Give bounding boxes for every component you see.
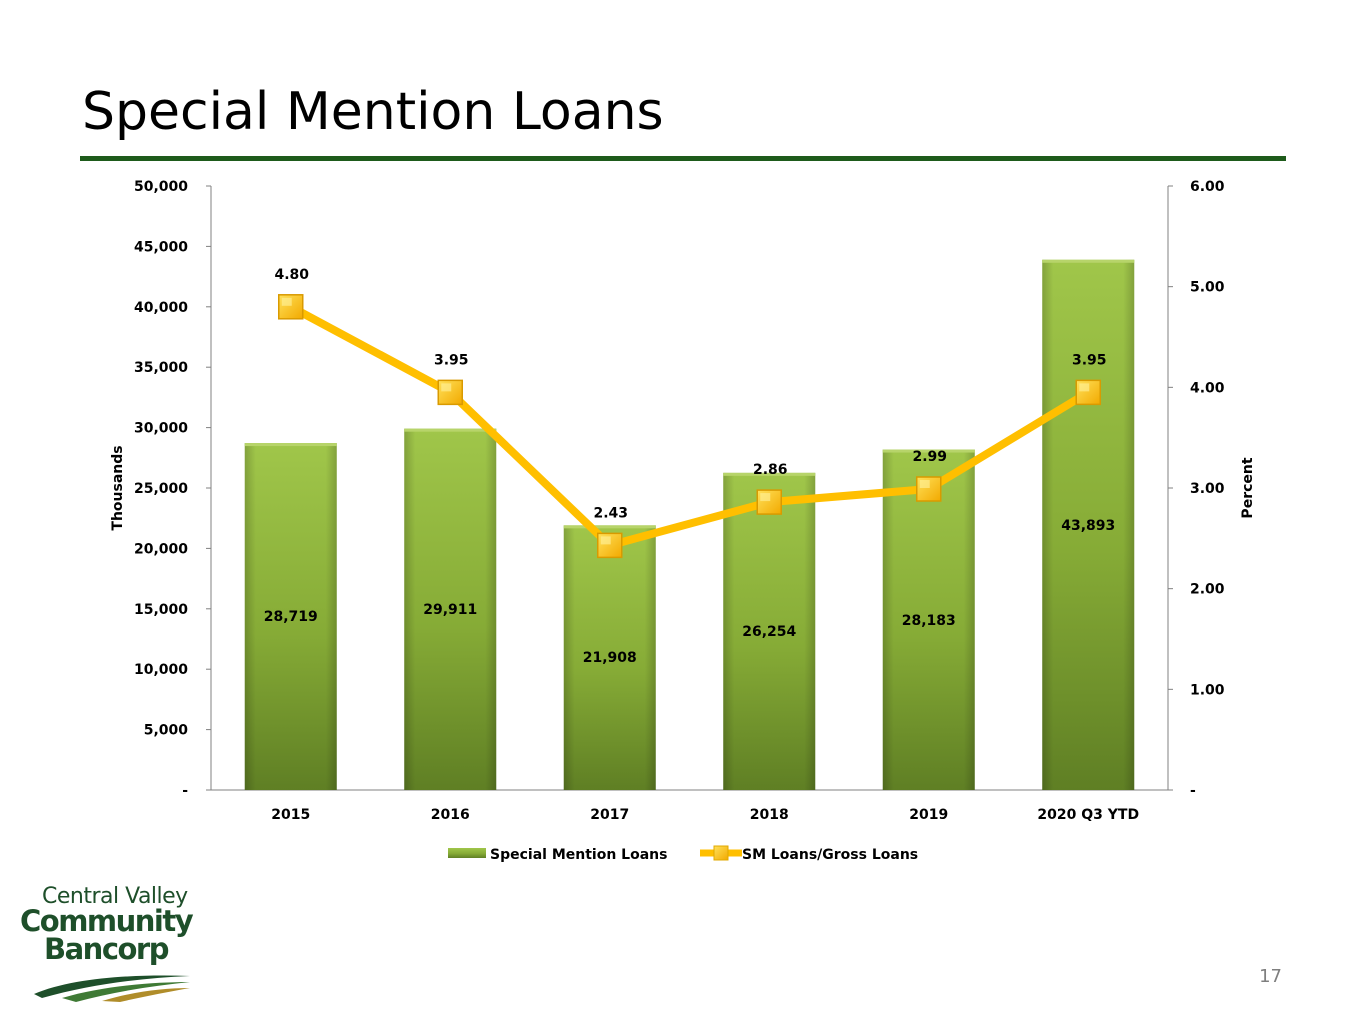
right-tick-label: 3.00: [1190, 481, 1225, 497]
y-axis-title: Thousands: [110, 445, 126, 530]
line-value-label: 3.95: [434, 352, 469, 368]
left-tick-label: 20,000: [134, 541, 188, 557]
bar-shade: [882, 449, 975, 790]
right-tick-label: -: [1190, 783, 1196, 799]
bar-top-highlight: [723, 472, 816, 476]
left-axis-ticks: - 5,000 10,000 15,000 20,000 25,000 30,000 35,0…: [134, 179, 211, 799]
bar-shade: [404, 428, 497, 790]
left-tick-label: 25,000: [134, 481, 188, 497]
bar-series: [244, 259, 1135, 790]
right-tick-label: 4.00: [1190, 380, 1225, 396]
combo-chart: - 5,000 10,000 15,000 20,000 25,000 30,000 35,0…: [110, 179, 1256, 863]
right-tick-label: 1.00: [1190, 682, 1225, 698]
right-axis-ticks: - 1.00 2.00 3.00 4.00 5.00 6.00: [1168, 179, 1225, 799]
x-tick-label: 2018: [750, 807, 789, 823]
x-tick-label: 2020 Q3 YTD: [1037, 807, 1139, 823]
bar-shade: [1042, 259, 1135, 790]
bar-value-label: 29,911: [423, 602, 477, 618]
bar-value-label: 26,254: [742, 624, 796, 640]
logo-text-line2: Community: [20, 904, 194, 938]
legend-marker-swatch: [713, 845, 729, 861]
right-tick-label: 6.00: [1190, 179, 1225, 195]
bar-top-highlight: [1042, 259, 1135, 263]
left-tick-label: 10,000: [134, 662, 188, 678]
right-tick-label: 2.00: [1190, 582, 1225, 598]
marker-highlight: [1079, 383, 1090, 392]
line-value-label: 4.80: [274, 267, 309, 283]
right-tick-label: 5.00: [1190, 280, 1225, 296]
y2-axis-title: Percent: [1240, 457, 1256, 518]
line-path: [288, 303, 1091, 550]
marker-highlight: [600, 536, 611, 545]
legend-bar-swatch: [448, 848, 486, 858]
x-tick-label: 2015: [271, 807, 310, 823]
bar-top-highlight: [244, 443, 337, 447]
marker-highlight: [441, 383, 452, 392]
title-divider: [80, 156, 1286, 161]
line-value-label: 3.95: [1072, 352, 1107, 368]
x-tick-label: 2016: [431, 807, 470, 823]
left-tick-label: 40,000: [134, 300, 188, 316]
legend-item-bar: Special Mention Loans: [448, 847, 667, 863]
line-value-labels: 4.80 3.95 2.43 2.86 2.99 3.95: [274, 267, 1106, 522]
chart-axes: [210, 186, 1169, 791]
legend-line-label: SM Loans/Gross Loans: [742, 847, 918, 863]
left-tick-label: 50,000: [134, 179, 188, 195]
bar-shade: [563, 525, 656, 790]
bar-top-highlight: [882, 449, 975, 453]
x-tick-label: 2019: [909, 807, 948, 823]
line-value-label: 2.43: [593, 505, 628, 521]
logo-text-line1: Central Valley: [42, 884, 188, 909]
bar-top-highlight: [404, 428, 497, 432]
marker-highlight: [919, 480, 930, 489]
line-series: [278, 294, 1101, 559]
left-tick-label: 30,000: [134, 421, 188, 437]
marker-highlight: [281, 297, 292, 306]
left-tick-label: 15,000: [134, 602, 188, 618]
left-tick-label: 45,000: [134, 239, 188, 255]
marker-highlight: [760, 493, 771, 502]
bar-value-label: 28,719: [264, 609, 318, 625]
x-tick-label: 2017: [590, 807, 629, 823]
line-value-label: 2.99: [912, 449, 947, 465]
bar-shade: [723, 472, 816, 790]
bar-top-highlight: [563, 525, 656, 529]
legend-bar-label: Special Mention Loans: [490, 847, 667, 863]
company-logo: Central Valley Community Bancorp: [20, 884, 200, 1010]
left-tick-label: -: [182, 783, 188, 799]
logo-text-line3: Bancorp: [44, 932, 170, 966]
bar-value-label: 21,908: [583, 650, 637, 666]
left-tick-label: 35,000: [134, 360, 188, 376]
x-axis-labels: 2015 2016 2017 2018 2019 2020 Q3 YTD: [271, 807, 1139, 823]
bar-value-labels: 28,719 29,911 21,908 26,254 28,183 43,893: [264, 518, 1116, 666]
line-value-label: 2.86: [753, 462, 788, 478]
bar-shade: [244, 443, 337, 790]
logo-field-swoosh-icon: [34, 975, 190, 1002]
bar-value-label: 43,893: [1061, 518, 1115, 534]
left-tick-label: 5,000: [144, 723, 189, 739]
legend-item-line: SM Loans/Gross Loans: [700, 845, 918, 863]
slide-title: Special Mention Loans: [82, 82, 664, 142]
bar-value-label: 28,183: [902, 613, 956, 629]
page-number: 17: [1259, 966, 1282, 987]
legend: Special Mention Loans SM Loans/Gross Loa…: [448, 845, 918, 863]
